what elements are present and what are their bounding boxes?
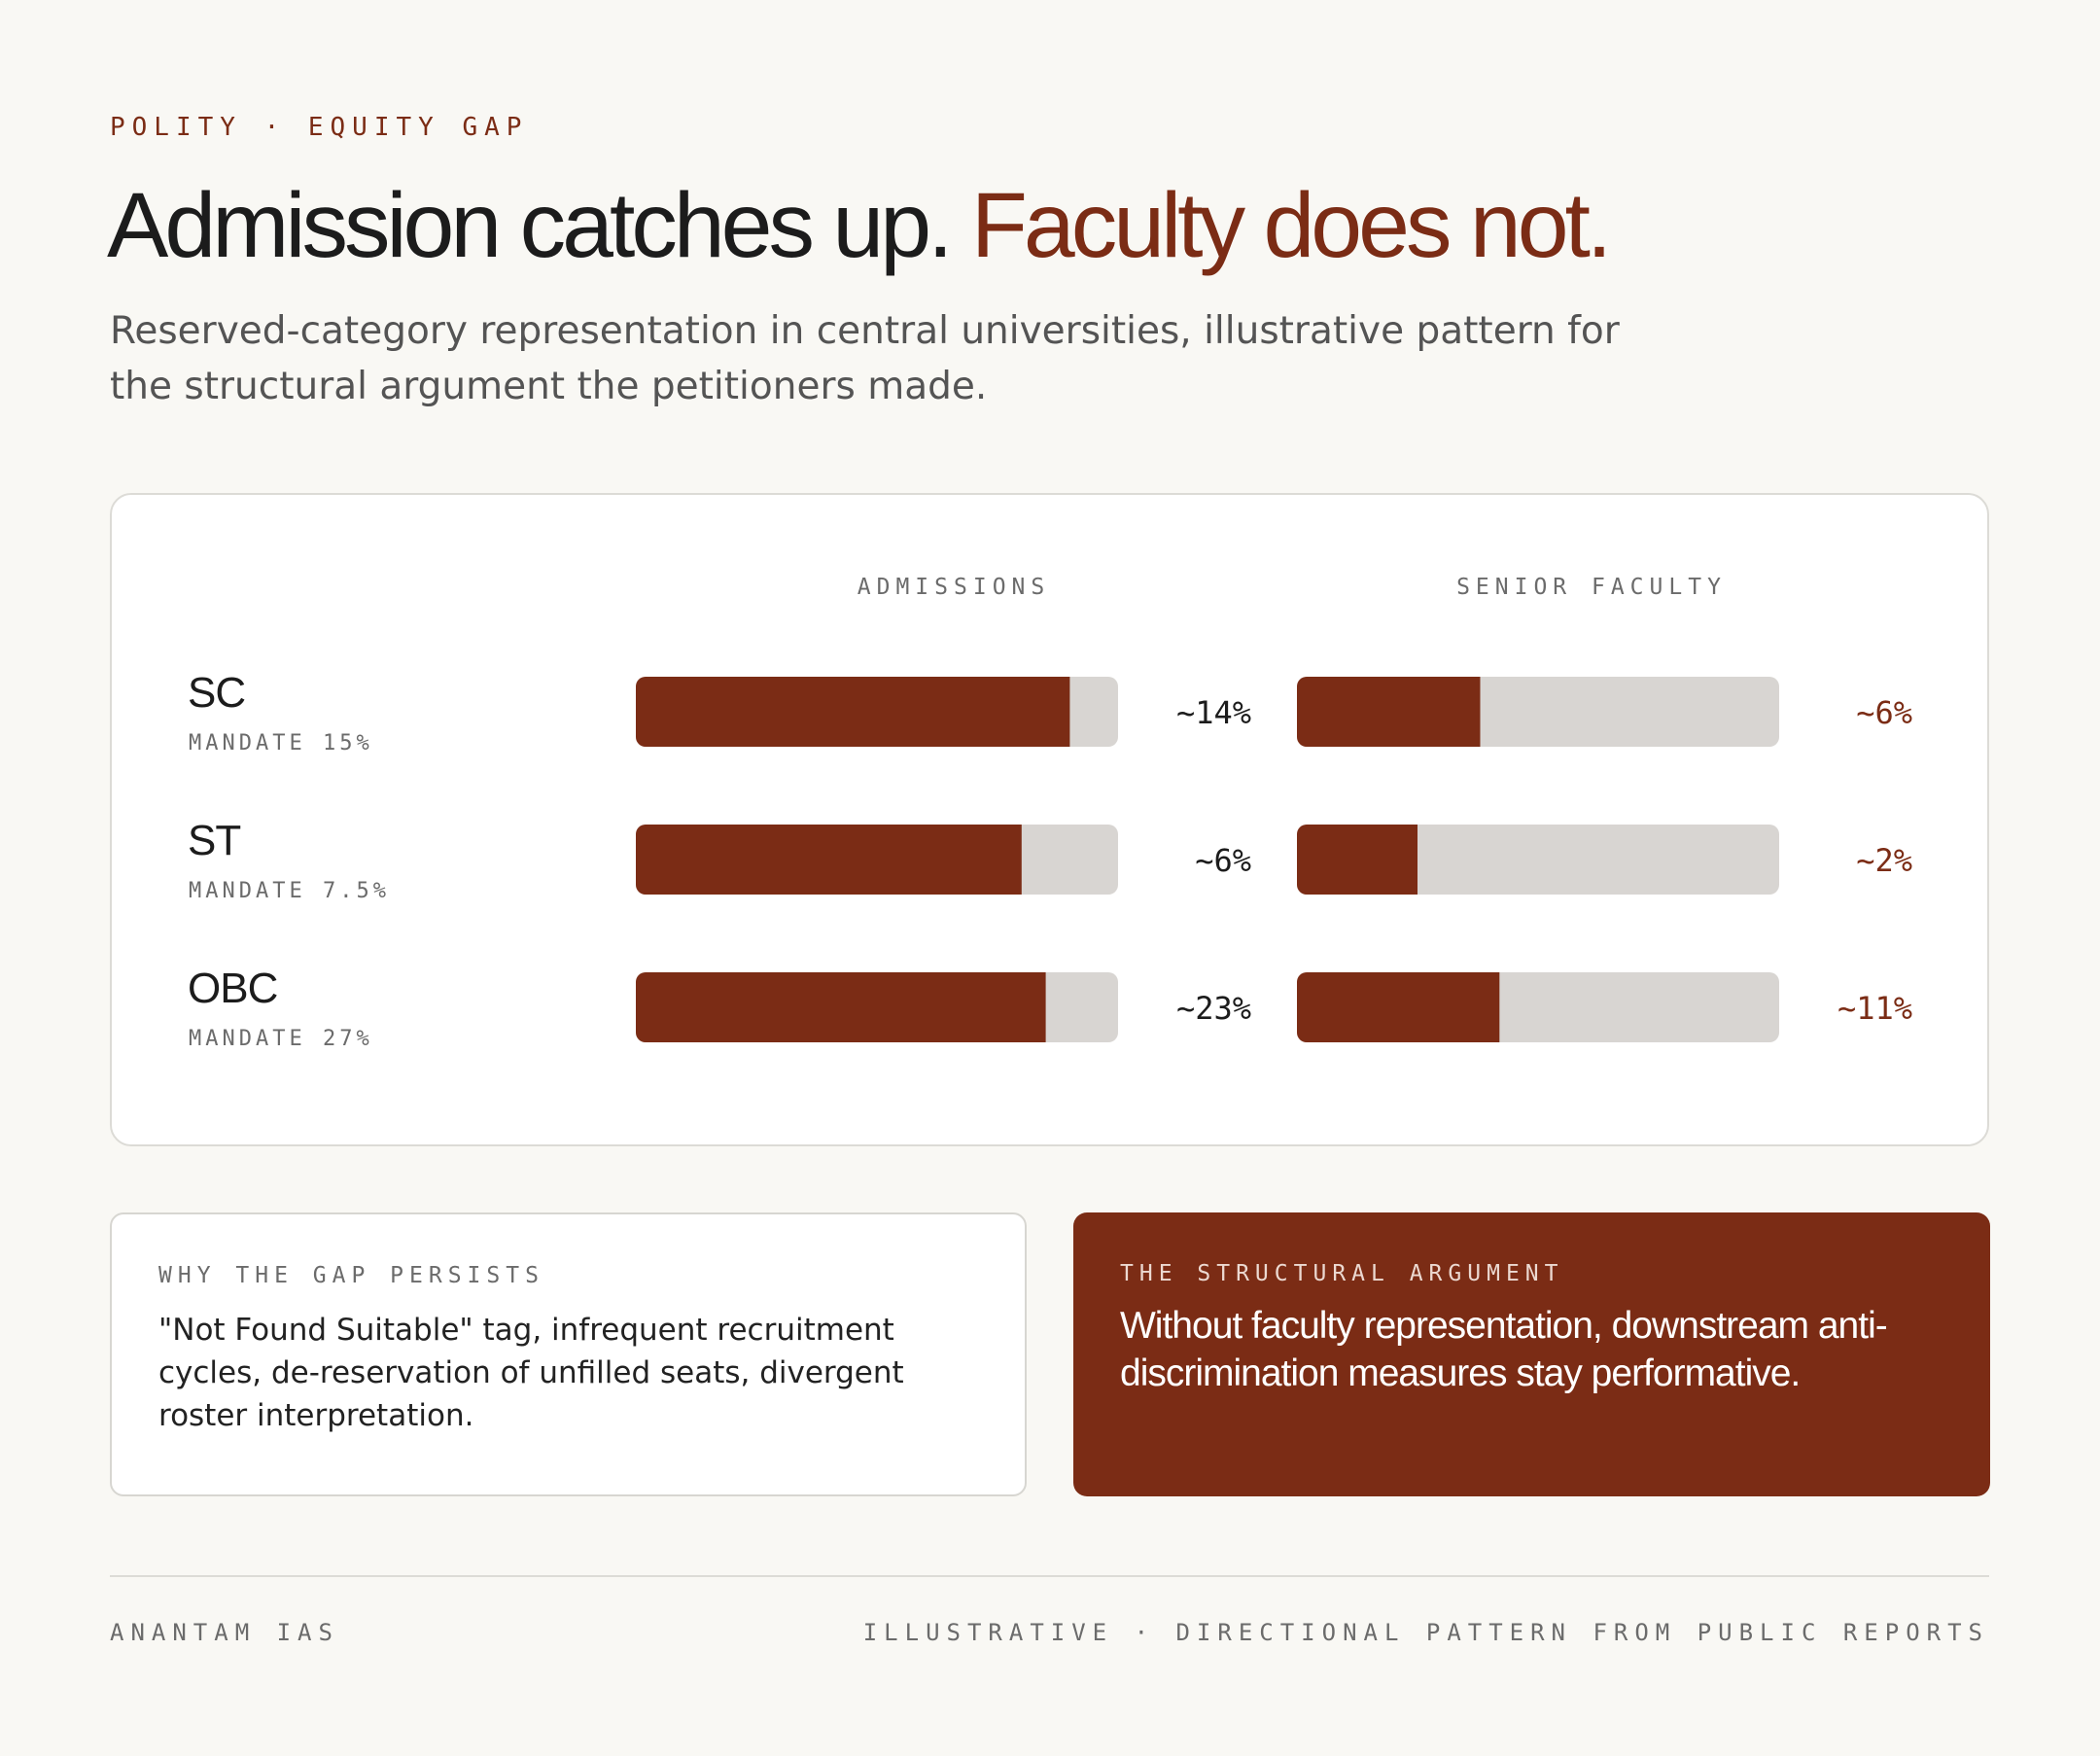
data-label-senior-faculty-sc: ~6% — [1856, 694, 1912, 731]
row-mandate-st: MANDATE 7.5% — [189, 879, 390, 903]
structural-argument-label: THE STRUCTURAL ARGUMENT — [1120, 1261, 1564, 1286]
bar-senior-faculty-obc — [1297, 972, 1500, 1042]
row-mandate-obc: MANDATE 27% — [189, 1027, 373, 1051]
column-header-senior-faculty: SENIOR FACULTY — [1456, 575, 1727, 600]
why-gap-body: "Not Found Suitable" tag, infrequent rec… — [158, 1313, 904, 1433]
bar-senior-faculty-st — [1297, 825, 1418, 895]
data-label-admissions-obc: ~23% — [1176, 990, 1251, 1027]
why-gap-label: WHY THE GAP PERSISTS — [158, 1263, 544, 1288]
why-gap-card: WHY THE GAP PERSISTS "Not Found Suitable… — [110, 1212, 1027, 1496]
bar-admissions-st — [636, 825, 1022, 895]
data-label-admissions-sc: ~14% — [1176, 694, 1251, 731]
bar-admissions-obc — [636, 972, 1046, 1042]
row-name-sc: SC — [188, 669, 246, 717]
data-label-senior-faculty-obc: ~11% — [1838, 990, 1912, 1027]
data-label-admissions-st: ~6% — [1195, 842, 1251, 879]
structural-argument-body: Without faculty representation, downstre… — [1120, 1305, 1888, 1394]
row-mandate-sc: MANDATE 15% — [189, 731, 373, 755]
subtitle: Reserved-category representation in cent… — [110, 309, 1620, 408]
page-title: Admission catches up. Faculty does not. — [107, 167, 1612, 284]
footer-note: ILLUSTRATIVE · DIRECTIONAL PATTERN FROM … — [862, 1619, 1989, 1646]
bar-admissions-sc — [636, 677, 1070, 747]
headline-accent: Faculty does not. — [970, 174, 1612, 277]
column-header-admissions: ADMISSIONS — [857, 575, 1051, 600]
footer-divider — [110, 1575, 1989, 1577]
bar-senior-faculty-sc — [1297, 677, 1481, 747]
data-label-senior-faculty-st: ~2% — [1856, 842, 1912, 879]
row-name-st: ST — [188, 817, 241, 864]
headline-lead: Admission catches up. — [107, 174, 953, 277]
structural-argument-card: THE STRUCTURAL ARGUMENT Without faculty … — [1073, 1212, 1990, 1496]
kicker: POLITY · EQUITY GAP — [110, 113, 529, 142]
row-name-obc: OBC — [188, 965, 278, 1012]
footer-brand: ANANTAM IAS — [110, 1619, 339, 1646]
